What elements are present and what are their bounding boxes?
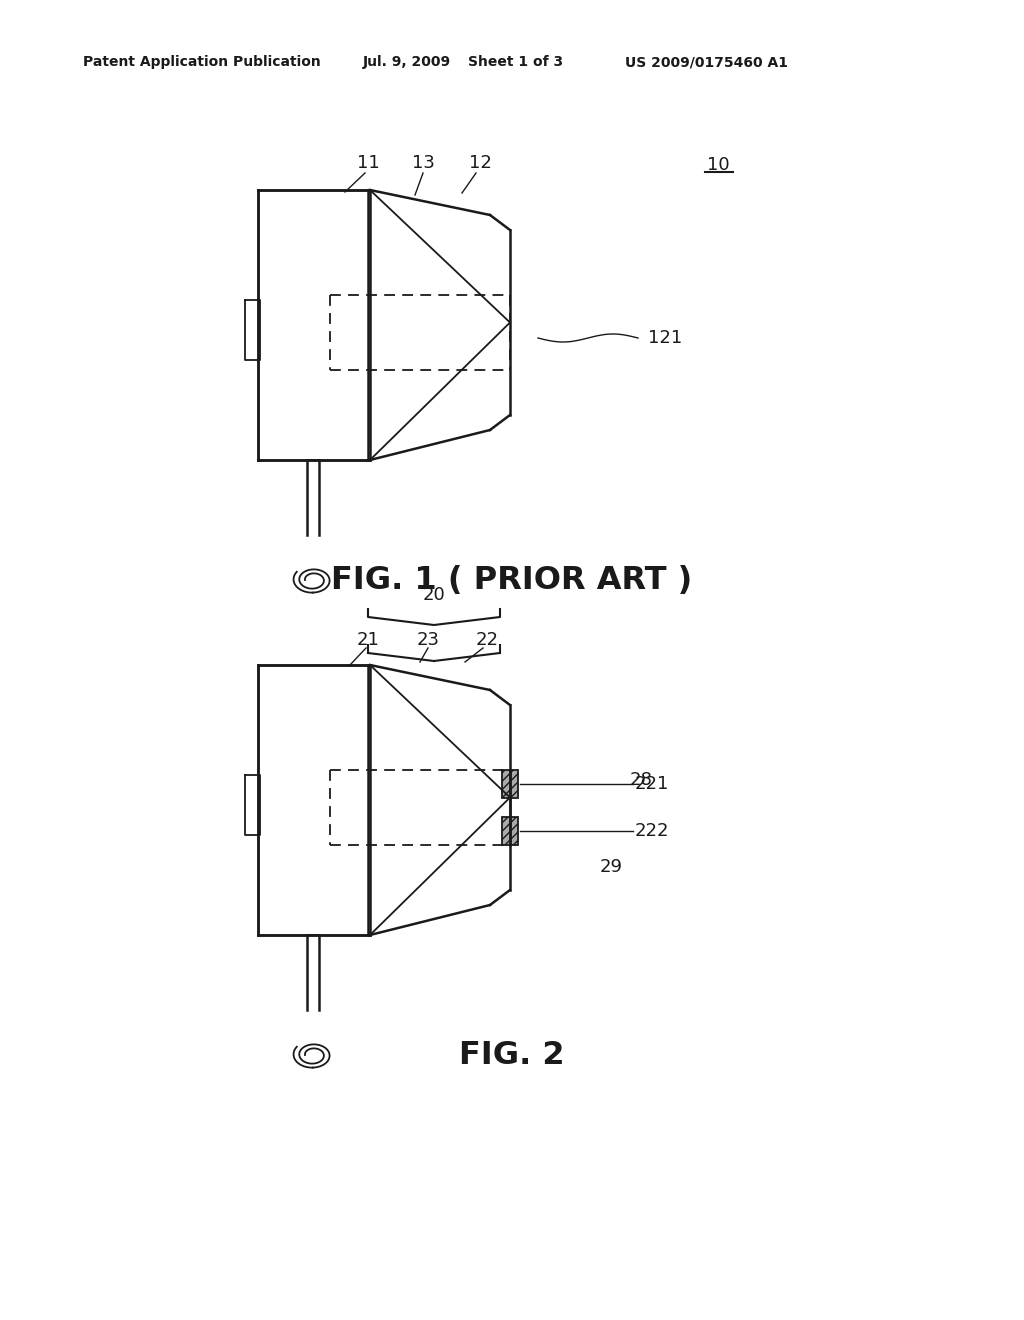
Text: FIG. 2: FIG. 2 <box>459 1040 565 1071</box>
Text: 121: 121 <box>648 329 682 347</box>
Text: 221: 221 <box>635 775 670 793</box>
Text: 20: 20 <box>423 586 445 605</box>
Text: 29: 29 <box>600 858 623 876</box>
Bar <box>502 770 518 799</box>
Text: Jul. 9, 2009: Jul. 9, 2009 <box>362 55 452 69</box>
Text: 13: 13 <box>412 154 434 172</box>
Text: Sheet 1 of 3: Sheet 1 of 3 <box>468 55 563 69</box>
Text: FIG. 1 ( PRIOR ART ): FIG. 1 ( PRIOR ART ) <box>332 565 692 595</box>
Text: 12: 12 <box>469 154 492 172</box>
Text: US 2009/0175460 A1: US 2009/0175460 A1 <box>625 55 788 69</box>
Text: 11: 11 <box>356 154 379 172</box>
Text: 222: 222 <box>635 822 670 840</box>
Text: 28: 28 <box>630 771 653 789</box>
Text: 22: 22 <box>475 631 499 649</box>
Bar <box>502 817 518 845</box>
Text: 21: 21 <box>356 631 380 649</box>
Text: 23: 23 <box>417 631 439 649</box>
Text: 10: 10 <box>707 156 729 174</box>
Text: Patent Application Publication: Patent Application Publication <box>83 55 321 69</box>
